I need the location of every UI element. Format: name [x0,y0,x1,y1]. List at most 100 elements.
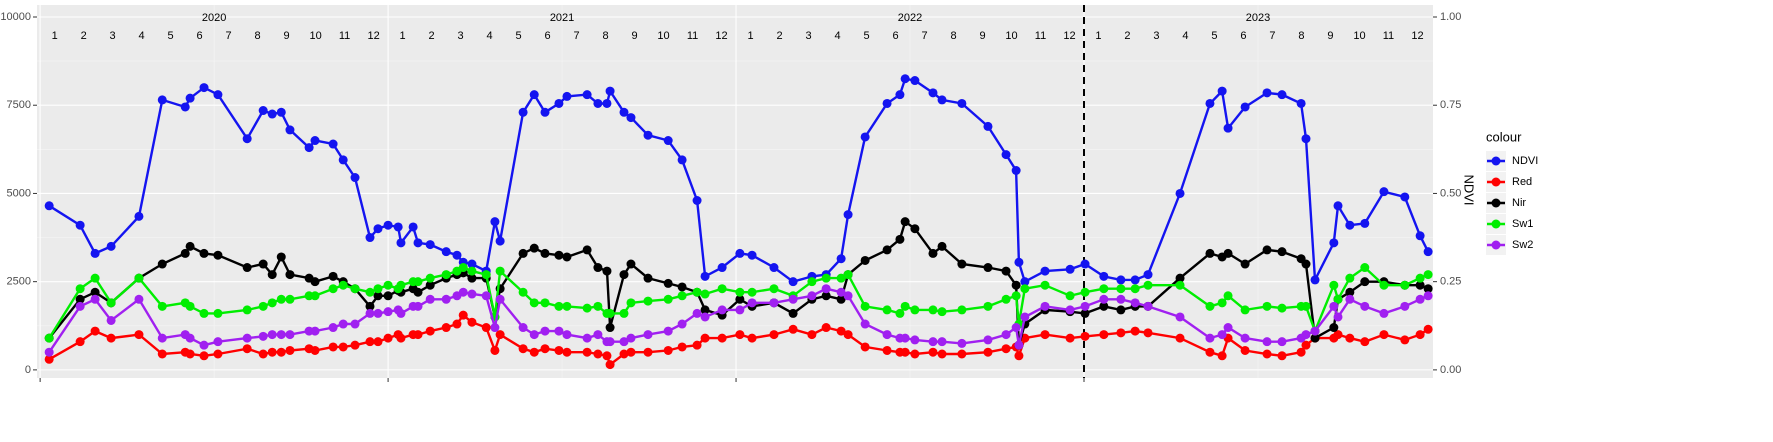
data-point [518,287,528,297]
data-point [90,294,100,304]
data-point [769,284,779,294]
data-point [383,280,393,290]
data-point [821,323,831,333]
month-label: 9 [979,30,985,42]
data-point [441,323,451,333]
data-point [593,349,603,359]
data-point [1011,280,1021,290]
data-point [643,130,653,140]
data-point [365,301,375,311]
data-point [626,298,636,308]
month-label: 5 [168,30,174,42]
month-label: 8 [1298,30,1304,42]
data-point [75,337,85,347]
data-point [396,280,406,290]
data-point [458,287,468,297]
data-point [605,323,615,333]
data-point [619,349,629,359]
data-point [1223,123,1233,133]
month-label: 8 [255,30,261,42]
data-point [663,345,673,355]
data-point [1277,247,1287,257]
data-point [1262,245,1272,255]
data-point [267,347,277,357]
data-point [75,284,85,294]
month-label: 11 [339,30,350,42]
data-point [529,298,539,308]
month-label: 4 [139,30,145,42]
data-point [425,240,435,250]
data-point [529,243,539,253]
data-point [605,337,615,347]
data-point [1296,98,1306,108]
data-point [1333,294,1343,304]
data-point [937,337,947,347]
data-point [185,349,195,359]
data-point [467,266,477,276]
data-point [895,308,905,318]
data-point [1240,102,1250,112]
data-point [692,287,702,297]
data-point [75,220,85,230]
month-label: 4 [487,30,493,42]
data-point [328,323,338,333]
data-point [383,291,393,301]
data-point [983,335,993,345]
data-point [619,270,629,280]
data-point [1360,277,1370,287]
y2-tick-label: 0.00 [1440,364,1461,376]
data-point [495,236,505,246]
y2-tick-label: 0.75 [1440,99,1461,111]
data-point [213,250,223,260]
data-point [677,291,687,301]
y-tick-label: 5000 [7,187,31,199]
data-point [213,90,223,100]
data-point [910,349,920,359]
data-point [180,248,190,258]
data-point [413,301,423,311]
data-point [735,330,745,340]
data-point [1333,330,1343,340]
data-point [1301,134,1311,144]
data-point [1116,328,1126,338]
data-point [1310,333,1320,343]
data-point [1262,349,1272,359]
data-point [1333,312,1343,322]
data-point [373,291,383,301]
data-point [393,222,403,232]
data-point [700,289,710,299]
data-point [619,107,629,117]
data-point [199,340,209,350]
data-point [1205,248,1215,258]
data-point [582,333,592,343]
panel-background [37,5,1433,378]
data-point [895,90,905,100]
data-point [619,337,629,347]
data-point [495,266,505,276]
legend-label: Nir [1512,197,1526,209]
data-point [663,294,673,304]
data-point [242,134,252,144]
data-point [540,326,550,336]
data-point [90,248,100,258]
data-point [441,270,451,280]
data-point [518,107,528,117]
month-label: 10 [309,30,321,42]
data-point [983,347,993,357]
data-point [518,344,528,354]
data-point [1329,238,1339,248]
data-point [983,301,993,311]
data-point [1277,303,1287,313]
data-point [425,273,435,283]
month-label: 10 [1353,30,1365,42]
data-point [350,173,360,183]
data-point [1040,330,1050,340]
data-point [1020,277,1030,287]
data-point [1116,275,1126,285]
data-point [258,301,268,311]
data-point [490,345,500,355]
data-point [180,102,190,112]
data-point [1116,284,1126,294]
data-point [593,98,603,108]
